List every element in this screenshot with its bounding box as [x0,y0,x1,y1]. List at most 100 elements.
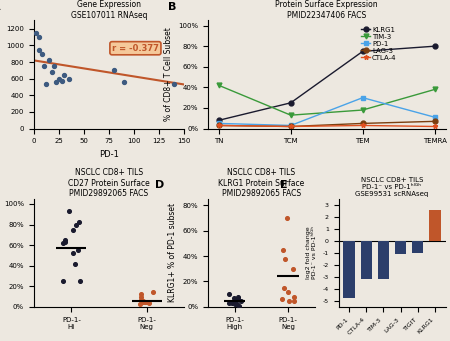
Y-axis label: log2 fold change
PD-1⁻ vs PD-1ʰᴵᴳʰ: log2 fold change PD-1⁻ vs PD-1ʰᴵᴳʰ [306,226,317,279]
Bar [343,241,355,298]
KLRG1 [432,44,437,48]
Point [234,302,241,307]
TIM-3 [288,113,293,117]
Point [65,76,72,81]
Point [52,79,59,85]
LAG-3 [216,123,221,128]
Title: NSCLC CD8+ TILS
CD27 Protein Surface
PMID29892065 FACS: NSCLC CD8+ TILS CD27 Protein Surface PMI… [68,168,150,198]
Point [121,79,128,85]
Line: TIM-3: TIM-3 [216,83,437,118]
Point [225,292,233,297]
CTLA-4 [360,123,365,128]
Point [72,261,79,266]
Line: CTLA-4: CTLA-4 [216,123,437,129]
Point [32,30,39,36]
Point [139,299,146,305]
TIM-3 [360,108,365,112]
Point [62,239,69,245]
Point [234,297,241,302]
Text: B: B [167,2,176,12]
Point [138,291,145,296]
Point [55,76,63,81]
Point [290,294,297,299]
CTLA-4 [216,123,221,128]
Point [62,237,69,243]
Point [279,297,286,302]
Bar [378,241,389,279]
Point [171,81,178,86]
TIM-3 [432,87,437,91]
Point [149,290,156,295]
Title: NSCLC CD8+ TILS
KLRG1 Protein Surface
PMID29892065 FACS: NSCLC CD8+ TILS KLRG1 Protein Surface PM… [218,168,305,198]
Point [235,303,242,308]
Title: Human Blood CD8+
Protein Surface Expression
PMID22347406 FACS: Human Blood CD8+ Protein Surface Express… [275,0,378,20]
Point [282,256,289,261]
Point [290,298,297,303]
Point [66,208,73,214]
Y-axis label: % of CD8+ T Cell Subset: % of CD8+ T Cell Subset [163,28,172,121]
PD-1 [216,121,221,125]
Point [76,220,83,225]
Text: r = -0.377: r = -0.377 [112,44,159,53]
Text: E: E [280,180,288,190]
Title: NSCLC CD8+ TILS
PD-1⁻ vs PD-1ʰᴵᴳʰ
GSE99531 scRNAseq: NSCLC CD8+ TILS PD-1⁻ vs PD-1ʰᴵᴳʰ GSE995… [356,177,429,197]
Point [60,72,68,77]
Line: PD-1: PD-1 [216,95,437,128]
Point [35,47,42,52]
Point [38,51,45,57]
Point [230,295,238,301]
Point [76,279,83,284]
Bar [429,210,441,241]
Point [70,227,77,233]
Point [144,299,151,305]
CTLA-4 [432,124,437,129]
PD-1 [288,123,293,128]
Point [290,266,297,271]
Point [35,34,42,40]
KLRG1 [288,101,293,105]
Point [40,63,47,69]
Point [231,299,239,305]
PD-1 [432,115,437,119]
X-axis label: PD-1: PD-1 [99,150,119,159]
Point [137,297,144,302]
Point [136,301,144,307]
Point [225,300,233,306]
Y-axis label: KLRG1+ % of PD-1 subset: KLRG1+ % of PD-1 subset [168,203,177,302]
Bar [412,241,423,253]
Point [237,298,244,303]
Point [145,300,152,306]
Point [60,240,67,246]
Point [42,82,50,87]
Point [59,279,66,284]
Point [140,298,147,303]
LAG-3 [360,121,365,125]
Point [232,298,239,303]
Legend: KLRG1, TIM-3, PD-1, LAG-3, CTLA-4: KLRG1, TIM-3, PD-1, LAG-3, CTLA-4 [359,24,399,64]
Point [70,251,77,256]
LAG-3 [288,124,293,129]
Bar [360,241,372,279]
Point [284,289,291,294]
Point [281,285,288,291]
LAG-3 [432,119,437,123]
Point [142,299,149,305]
Point [279,247,286,252]
Point [286,298,293,303]
Point [283,215,290,221]
Line: KLRG1: KLRG1 [216,44,437,123]
Point [50,63,58,69]
Point [45,58,52,63]
Point [228,300,235,306]
Point [234,294,242,299]
Point [48,69,55,75]
Line: LAG-3: LAG-3 [216,119,437,129]
TIM-3 [216,83,221,87]
Point [137,294,144,299]
KLRG1 [360,49,365,54]
Title: Human Blood Differentiated T Cells
Gene Expression
GSE107011 RNAseq: Human Blood Differentiated T Cells Gene … [41,0,176,20]
Point [58,78,65,84]
Point [72,222,79,227]
CTLA-4 [288,124,293,129]
Point [110,68,117,73]
